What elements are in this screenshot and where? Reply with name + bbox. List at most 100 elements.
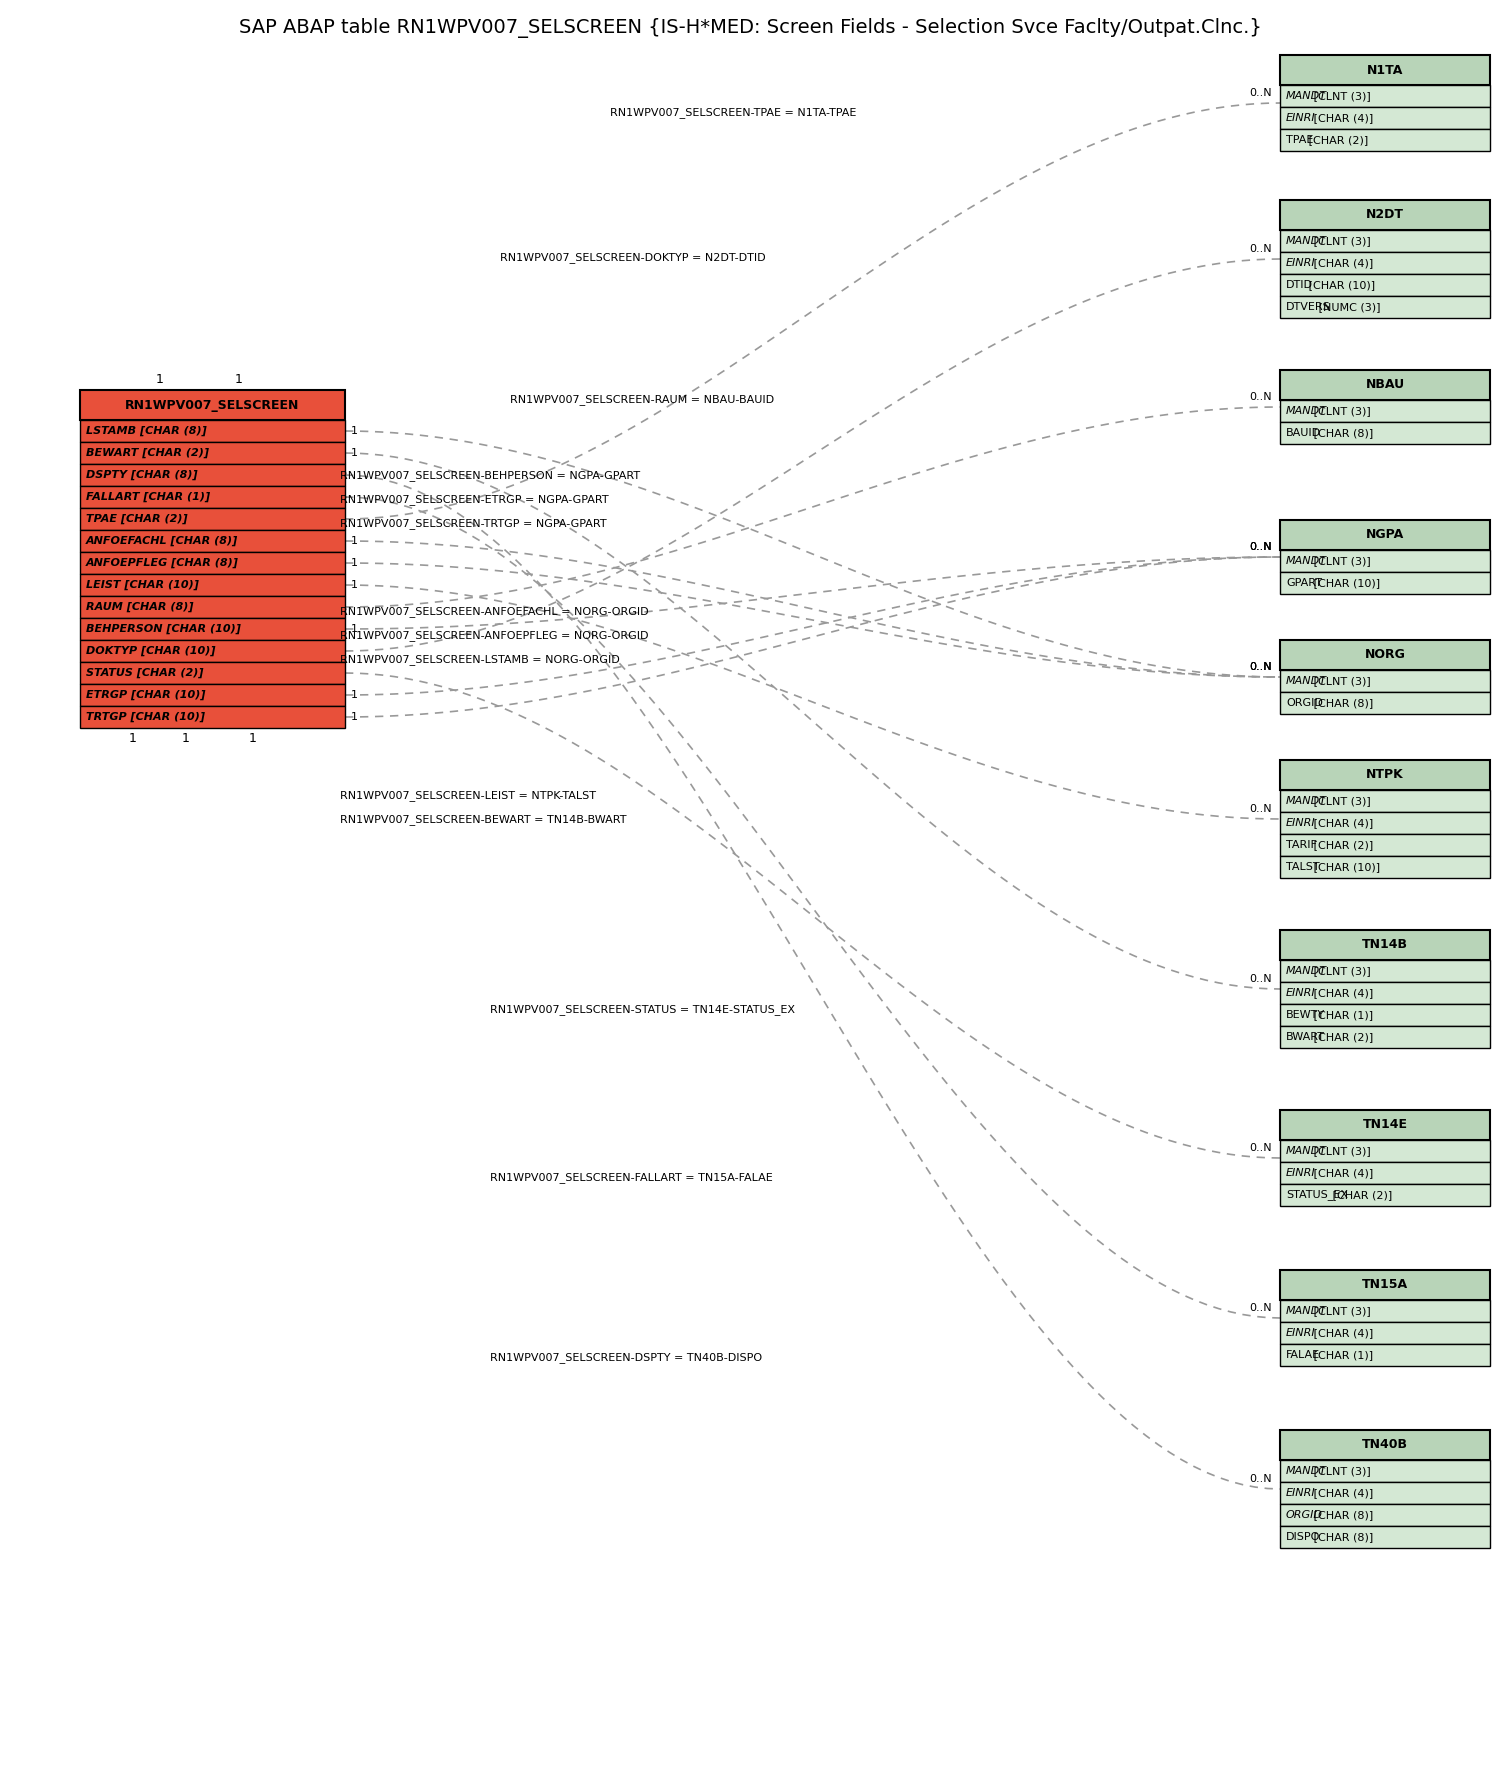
Text: TPAE: TPAE (1286, 135, 1313, 144)
Text: [CHAR (2)]: [CHAR (2)] (1310, 839, 1373, 850)
Bar (1280, 422, 1490, 444)
Text: [CHAR (8)]: [CHAR (8)] (1310, 699, 1373, 707)
Text: RN1WPV007_SELSCREEN-DOKTYP = N2DT-DTID: RN1WPV007_SELSCREEN-DOKTYP = N2DT-DTID (500, 253, 766, 264)
Text: 1: 1 (248, 732, 257, 745)
Text: DTID: DTID (1286, 280, 1313, 290)
Text: ORGID: ORGID (1286, 699, 1322, 707)
Text: RN1WPV007_SELSCREEN-FALLART = TN15A-FALAE: RN1WPV007_SELSCREEN-FALLART = TN15A-FALA… (489, 1173, 773, 1183)
Bar (80, 706, 345, 729)
Text: TN14E: TN14E (1363, 1119, 1408, 1132)
Bar (1280, 1183, 1490, 1206)
Text: LSTAMB [CHAR (8)]: LSTAMB [CHAR (8)] (86, 426, 207, 437)
Text: RN1WPV007_SELSCREEN-LSTAMB = NORG-ORGID: RN1WPV007_SELSCREEN-LSTAMB = NORG-ORGID (341, 654, 620, 665)
Text: DSPTY [CHAR (8)]: DSPTY [CHAR (8)] (86, 470, 198, 479)
Text: EINRI: EINRI (1286, 1488, 1315, 1499)
Text: [CLNT (3)]: [CLNT (3)] (1310, 966, 1370, 977)
Text: TN15A: TN15A (1361, 1278, 1408, 1292)
Bar (1280, 274, 1490, 296)
Text: [CHAR (1)]: [CHAR (1)] (1310, 1010, 1373, 1019)
Text: RN1WPV007_SELSCREEN-BEWART = TN14B-BWART: RN1WPV007_SELSCREEN-BEWART = TN14B-BWART (341, 814, 626, 825)
Text: RN1WPV007_SELSCREEN: RN1WPV007_SELSCREEN (125, 399, 300, 412)
Text: TN40B: TN40B (1361, 1438, 1408, 1452)
Text: [CLNT (3)]: [CLNT (3)] (1310, 406, 1370, 415)
Text: 0..N: 0..N (1249, 542, 1271, 552)
Text: [CHAR (4)]: [CHAR (4)] (1310, 258, 1373, 267)
Text: RN1WPV007_SELSCREEN-RAUM = NBAU-BAUID: RN1WPV007_SELSCREEN-RAUM = NBAU-BAUID (510, 394, 775, 406)
Text: RN1WPV007_SELSCREEN-ETRGP = NGPA-GPART: RN1WPV007_SELSCREEN-ETRGP = NGPA-GPART (341, 495, 608, 506)
Bar (1280, 1483, 1490, 1504)
Bar (1280, 572, 1490, 593)
Bar (80, 421, 345, 442)
Text: [CLNT (3)]: [CLNT (3)] (1310, 235, 1370, 246)
Text: 0..N: 0..N (1249, 392, 1271, 403)
Bar (80, 390, 345, 421)
Text: 0..N: 0..N (1249, 661, 1271, 672)
Text: NORG: NORG (1364, 649, 1405, 661)
Text: MANDT: MANDT (1286, 91, 1327, 102)
Bar (1280, 230, 1490, 251)
Text: BWART: BWART (1286, 1032, 1325, 1042)
Text: FALAE: FALAE (1286, 1351, 1319, 1360)
Text: RN1WPV007_SELSCREEN-TRTGP = NGPA-GPART: RN1WPV007_SELSCREEN-TRTGP = NGPA-GPART (341, 519, 606, 529)
Text: DISPO: DISPO (1286, 1533, 1321, 1541)
Text: 0..N: 0..N (1249, 542, 1271, 552)
Bar (80, 552, 345, 574)
Bar (1280, 86, 1490, 107)
Text: EINRI: EINRI (1286, 987, 1315, 998)
Bar (1280, 55, 1490, 86)
Bar (80, 661, 345, 684)
Text: RN1WPV007_SELSCREEN-BEHPERSON = NGPA-GPART: RN1WPV007_SELSCREEN-BEHPERSON = NGPA-GPA… (341, 470, 639, 481)
Text: [CHAR (8)]: [CHAR (8)] (1310, 428, 1373, 438)
Text: 1: 1 (351, 447, 359, 458)
Bar (1280, 759, 1490, 789)
Text: TALST: TALST (1286, 862, 1319, 871)
Text: STATUS_EX: STATUS_EX (1286, 1190, 1348, 1201)
Text: 0..N: 0..N (1249, 661, 1271, 672)
Text: 1: 1 (351, 690, 359, 700)
Text: [NUMC (3)]: [NUMC (3)] (1315, 301, 1381, 312)
Text: [CHAR (10)]: [CHAR (10)] (1310, 862, 1379, 871)
Bar (80, 463, 345, 486)
Bar (1280, 551, 1490, 572)
Text: [CHAR (8)]: [CHAR (8)] (1310, 1533, 1373, 1541)
Text: TARIF: TARIF (1286, 839, 1316, 850)
Text: SAP ABAP table RN1WPV007_SELSCREEN {IS-H*MED: Screen Fields - Selection Svce Fac: SAP ABAP table RN1WPV007_SELSCREEN {IS-H… (239, 18, 1262, 37)
Text: NBAU: NBAU (1366, 378, 1405, 392)
Text: 1: 1 (182, 732, 191, 745)
Text: MANDT: MANDT (1286, 1306, 1327, 1315)
Text: 0..N: 0..N (1249, 975, 1271, 984)
Text: 0..N: 0..N (1249, 244, 1271, 255)
Text: 1: 1 (351, 624, 359, 634)
Text: [CHAR (4)]: [CHAR (4)] (1310, 1328, 1373, 1338)
Text: RAUM [CHAR (8)]: RAUM [CHAR (8)] (86, 602, 194, 613)
Text: [CHAR (10)]: [CHAR (10)] (1310, 577, 1379, 588)
Bar (1280, 834, 1490, 855)
Bar (1280, 1459, 1490, 1483)
Text: BEHPERSON [CHAR (10)]: BEHPERSON [CHAR (10)] (86, 624, 240, 634)
Text: 1: 1 (236, 372, 243, 387)
Bar (80, 640, 345, 661)
Text: MANDT: MANDT (1286, 406, 1327, 415)
Text: NTPK: NTPK (1366, 768, 1403, 782)
Text: STATUS [CHAR (2)]: STATUS [CHAR (2)] (86, 668, 204, 679)
Text: ETRGP [CHAR (10)]: ETRGP [CHAR (10)] (86, 690, 206, 700)
Text: [CLNT (3)]: [CLNT (3)] (1310, 1306, 1370, 1315)
Bar (1280, 691, 1490, 715)
Text: 0..N: 0..N (1249, 804, 1271, 814)
Bar (1280, 128, 1490, 151)
Text: [CHAR (2)]: [CHAR (2)] (1310, 1032, 1373, 1042)
Bar (80, 486, 345, 508)
Text: MANDT: MANDT (1286, 966, 1327, 977)
Text: MANDT: MANDT (1286, 235, 1327, 246)
Text: 1: 1 (351, 579, 359, 590)
Bar (1280, 520, 1490, 551)
Bar (1280, 930, 1490, 960)
Bar (1280, 1525, 1490, 1549)
Text: [CHAR (10)]: [CHAR (10)] (1306, 280, 1375, 290)
Text: [CHAR (8)]: [CHAR (8)] (1310, 1509, 1373, 1520)
Text: FALLART [CHAR (1)]: FALLART [CHAR (1)] (86, 492, 210, 503)
Bar (1280, 251, 1490, 274)
Text: 0..N: 0..N (1249, 1142, 1271, 1153)
Bar (80, 595, 345, 618)
Text: MANDT: MANDT (1286, 797, 1327, 805)
